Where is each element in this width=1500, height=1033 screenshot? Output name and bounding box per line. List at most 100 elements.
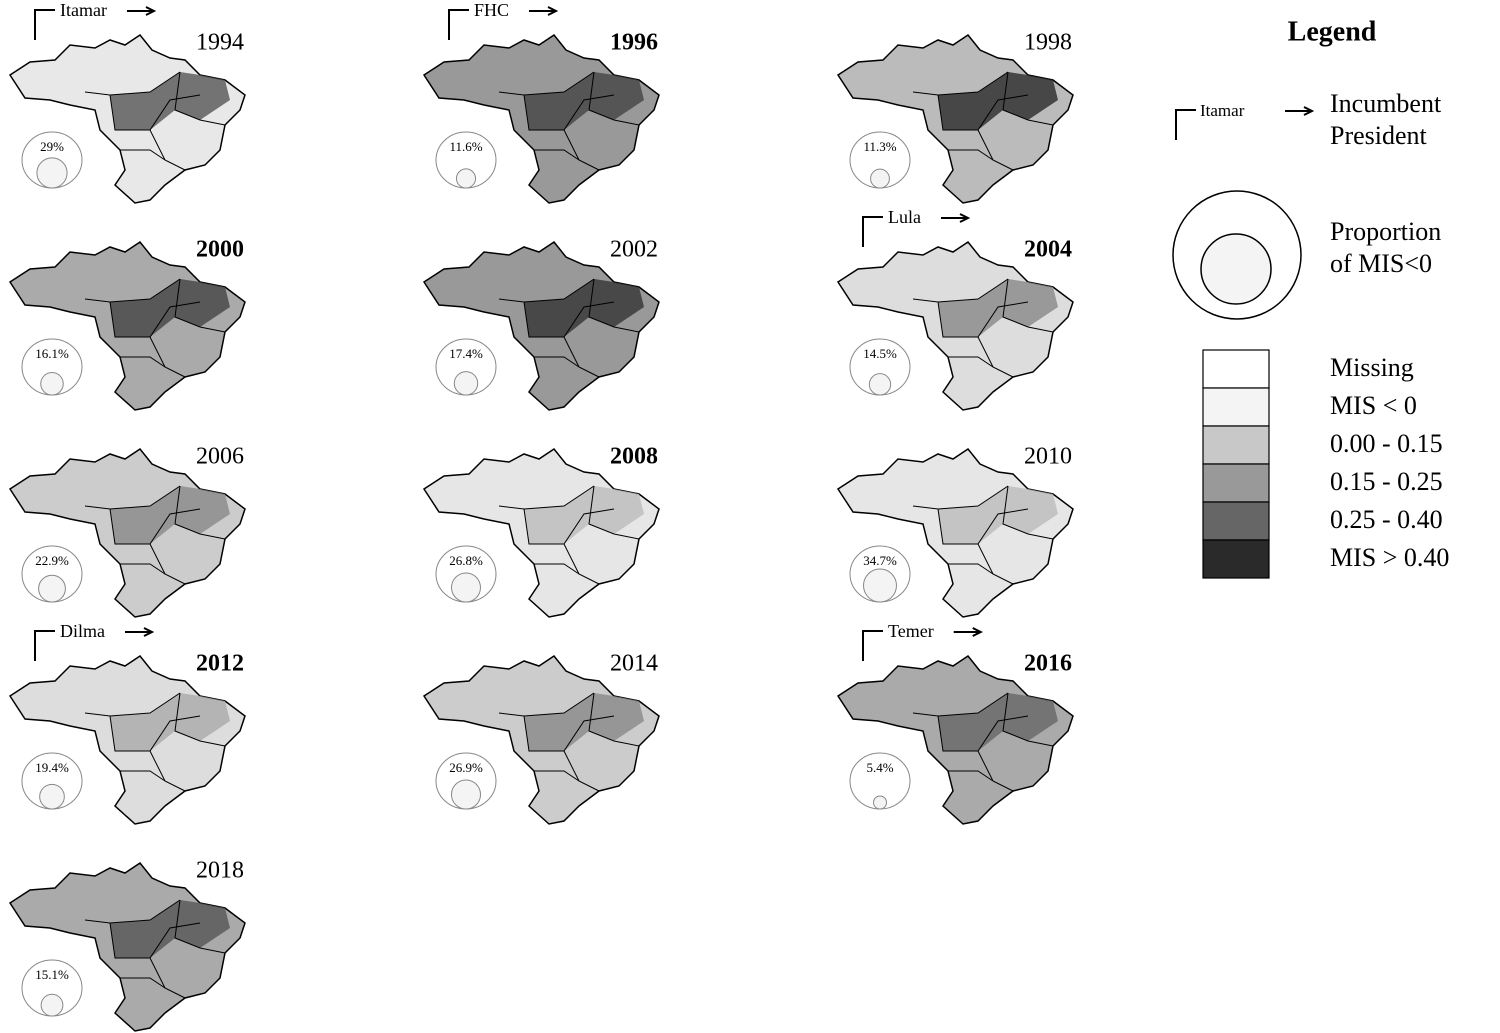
year-label: 1996 bbox=[610, 30, 658, 56]
region-shade bbox=[938, 72, 1058, 130]
president-bracket bbox=[448, 9, 469, 40]
proportion-inner bbox=[872, 795, 888, 810]
proportion-label: 14.5% bbox=[863, 346, 897, 361]
class-swatch bbox=[1202, 425, 1270, 465]
proportion-inner bbox=[868, 373, 892, 396]
proportion-inner bbox=[38, 574, 66, 603]
proportion-label: 26.9% bbox=[449, 760, 483, 775]
proportion-label: 17.4% bbox=[449, 346, 483, 361]
map-panel: 1998 11.3% bbox=[836, 30, 1074, 204]
bracket bbox=[1175, 109, 1196, 140]
proportion-label: 11.6% bbox=[449, 139, 482, 154]
president-label: FHC bbox=[474, 0, 509, 20]
state-border bbox=[534, 770, 580, 782]
president-label: Lula bbox=[888, 207, 921, 227]
map-panel: 2010 34.7% bbox=[836, 444, 1074, 618]
president-arrow bbox=[125, 627, 155, 637]
state-border bbox=[120, 149, 166, 161]
state-border bbox=[1002, 692, 1054, 747]
year-label: 2014 bbox=[610, 651, 658, 677]
region-shade bbox=[524, 486, 644, 544]
state-border bbox=[948, 563, 994, 575]
class-swatch bbox=[1202, 349, 1270, 389]
proportion-inner bbox=[40, 993, 64, 1017]
year-label: 2016 bbox=[1024, 651, 1072, 677]
year-label: 2006 bbox=[196, 444, 244, 470]
state-border bbox=[912, 278, 1009, 303]
region-shade bbox=[110, 72, 230, 130]
proportion-label: 29% bbox=[40, 139, 64, 154]
state-border bbox=[1002, 278, 1054, 333]
class-swatch bbox=[1202, 501, 1270, 541]
proportion-inner bbox=[870, 168, 890, 189]
legend-proportion-label: of MIS<0 bbox=[1330, 249, 1432, 278]
proportion-label: 26.8% bbox=[449, 553, 483, 568]
class-swatch bbox=[1202, 387, 1270, 427]
state-border bbox=[174, 71, 226, 126]
state-border bbox=[174, 485, 226, 540]
class-label: 0.25 - 0.40 bbox=[1330, 505, 1443, 534]
legend-president-label: President bbox=[1330, 121, 1428, 150]
class-label: 0.00 - 0.15 bbox=[1330, 429, 1443, 458]
year-label: 2004 bbox=[1024, 237, 1072, 263]
map-panel: 2000 16.1% bbox=[8, 237, 246, 411]
state-border bbox=[1002, 485, 1054, 540]
state-border bbox=[498, 278, 595, 303]
region-shade bbox=[110, 900, 230, 958]
president-arrow bbox=[953, 627, 983, 637]
proportion-inner bbox=[455, 168, 477, 189]
state-border bbox=[534, 149, 580, 161]
region-shade bbox=[524, 693, 644, 751]
legend: Legend Itamar Incumbent President Propor… bbox=[1172, 16, 1449, 579]
region-shade bbox=[110, 279, 230, 337]
state-border bbox=[174, 899, 226, 954]
year-label: 2000 bbox=[196, 237, 244, 263]
class-label: 0.15 - 0.25 bbox=[1330, 467, 1443, 496]
state-border bbox=[84, 278, 181, 303]
state-border bbox=[120, 770, 166, 782]
president-bracket bbox=[862, 216, 883, 247]
year-label: 2018 bbox=[196, 858, 244, 884]
state-border bbox=[588, 692, 640, 747]
legend-president: Itamar bbox=[1200, 101, 1245, 120]
state-border bbox=[948, 770, 994, 782]
class-label: MIS < 0 bbox=[1330, 391, 1417, 420]
state-border bbox=[498, 692, 595, 717]
legend-proportion-label: Proportion bbox=[1330, 217, 1441, 246]
state-border bbox=[912, 71, 1009, 96]
proportion-inner bbox=[39, 783, 65, 810]
president-bracket bbox=[34, 630, 55, 661]
president-arrow bbox=[941, 213, 971, 223]
proportion-label: 16.1% bbox=[35, 346, 69, 361]
legend-classes: Missing MIS < 0 0.00 - 0.15 0.15 - 0.25 0.25… bbox=[1202, 349, 1449, 579]
year-label: 2008 bbox=[610, 444, 658, 470]
state-border bbox=[84, 899, 181, 924]
year-label: 2002 bbox=[610, 237, 658, 263]
region-shade bbox=[524, 279, 644, 337]
class-swatch bbox=[1202, 539, 1270, 579]
region-shade bbox=[110, 486, 230, 544]
proportion-label: 19.4% bbox=[35, 760, 69, 775]
map-panel: 2006 22.9% bbox=[8, 444, 246, 618]
map-panel: 2012 19.4% Dilma bbox=[8, 621, 246, 825]
state-border bbox=[1002, 71, 1054, 126]
map-panel: 2004 14.5% Lula bbox=[836, 207, 1074, 411]
proportion-label: 34.7% bbox=[863, 553, 897, 568]
arrow bbox=[1285, 106, 1315, 116]
map-panel: 2008 26.8% bbox=[422, 444, 660, 618]
region-shade bbox=[938, 486, 1058, 544]
legend-president-label: Incumbent bbox=[1330, 89, 1442, 118]
president-label: Dilma bbox=[60, 621, 105, 641]
state-border bbox=[588, 485, 640, 540]
proportion-inner bbox=[40, 372, 64, 396]
state-border bbox=[948, 356, 994, 368]
state-border bbox=[84, 485, 181, 510]
proportion-label: 22.9% bbox=[35, 553, 69, 568]
proportion-inner bbox=[450, 779, 482, 810]
proportion-inner bbox=[453, 371, 479, 396]
proportion-inner bbox=[36, 157, 68, 189]
inner-circle bbox=[1200, 233, 1272, 305]
proportion-label: 11.3% bbox=[863, 139, 896, 154]
state-border bbox=[174, 278, 226, 333]
